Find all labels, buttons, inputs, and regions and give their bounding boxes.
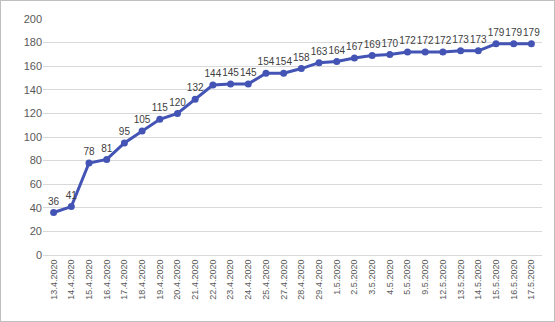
svg-text:22.4.2020: 22.4.2020 xyxy=(208,260,218,300)
svg-text:0: 0 xyxy=(36,249,42,261)
svg-text:180: 180 xyxy=(24,36,42,48)
svg-text:105: 105 xyxy=(134,114,151,125)
svg-text:172: 172 xyxy=(435,35,452,46)
svg-text:3.5.2020: 3.5.2020 xyxy=(367,260,377,295)
svg-text:14.5.2020: 14.5.2020 xyxy=(473,260,483,300)
svg-text:5.5.2020: 5.5.2020 xyxy=(402,260,412,295)
svg-text:100: 100 xyxy=(24,131,42,143)
svg-text:27.4.2020: 27.4.2020 xyxy=(279,260,289,300)
svg-text:12.5.2020: 12.5.2020 xyxy=(438,260,448,300)
svg-text:169: 169 xyxy=(364,39,381,50)
svg-text:23.4.2020: 23.4.2020 xyxy=(225,260,235,300)
svg-text:154: 154 xyxy=(275,56,292,67)
svg-text:154: 154 xyxy=(258,56,275,67)
svg-text:15.5.2020: 15.5.2020 xyxy=(491,260,501,300)
svg-text:40: 40 xyxy=(30,202,42,214)
svg-text:173: 173 xyxy=(452,34,469,45)
svg-text:145: 145 xyxy=(240,67,257,78)
svg-text:36: 36 xyxy=(48,196,60,207)
svg-text:17.4.2020: 17.4.2020 xyxy=(119,260,129,300)
svg-text:24.4.2020: 24.4.2020 xyxy=(243,260,253,300)
svg-text:1.5.2020: 1.5.2020 xyxy=(332,260,342,295)
svg-text:115: 115 xyxy=(152,102,168,113)
svg-text:21.4.2020: 21.4.2020 xyxy=(190,260,200,300)
svg-text:13.5.2020: 13.5.2020 xyxy=(456,260,466,300)
svg-text:172: 172 xyxy=(417,35,434,46)
svg-text:80: 80 xyxy=(30,154,42,166)
svg-text:140: 140 xyxy=(24,84,42,96)
svg-text:160: 160 xyxy=(24,60,42,72)
svg-text:145: 145 xyxy=(222,67,239,78)
svg-text:172: 172 xyxy=(399,35,416,46)
svg-text:4.5.2020: 4.5.2020 xyxy=(385,260,395,295)
svg-text:158: 158 xyxy=(293,52,310,63)
svg-text:17.5.2020: 17.5.2020 xyxy=(526,260,536,300)
svg-text:144: 144 xyxy=(205,68,222,79)
svg-text:78: 78 xyxy=(83,146,95,157)
svg-text:14.4.2020: 14.4.2020 xyxy=(66,260,76,300)
svg-text:173: 173 xyxy=(470,34,487,45)
svg-text:41: 41 xyxy=(66,190,78,201)
svg-text:163: 163 xyxy=(311,46,328,57)
svg-text:200: 200 xyxy=(24,13,42,25)
svg-text:9.5.2020: 9.5.2020 xyxy=(420,260,430,295)
svg-text:179: 179 xyxy=(505,27,522,38)
svg-text:20.4.2020: 20.4.2020 xyxy=(172,260,182,300)
svg-text:95: 95 xyxy=(119,126,131,137)
svg-text:179: 179 xyxy=(523,27,540,38)
svg-text:60: 60 xyxy=(30,178,42,190)
svg-text:170: 170 xyxy=(381,38,398,49)
svg-text:28.4.2020: 28.4.2020 xyxy=(296,260,306,300)
svg-text:164: 164 xyxy=(328,45,345,56)
svg-text:25.4.2020: 25.4.2020 xyxy=(261,260,271,300)
svg-text:20: 20 xyxy=(30,225,42,237)
svg-text:16.4.2020: 16.4.2020 xyxy=(102,260,112,300)
svg-text:29.4.2020: 29.4.2020 xyxy=(314,260,324,300)
svg-text:81: 81 xyxy=(101,143,113,154)
svg-text:19.4.2020: 19.4.2020 xyxy=(155,260,165,300)
svg-text:15.4.2020: 15.4.2020 xyxy=(84,260,94,300)
svg-text:167: 167 xyxy=(346,41,363,52)
svg-text:18.4.2020: 18.4.2020 xyxy=(137,260,147,300)
svg-text:13.4.2020: 13.4.2020 xyxy=(49,260,59,300)
svg-text:132: 132 xyxy=(187,82,204,93)
svg-text:179: 179 xyxy=(488,27,505,38)
svg-text:120: 120 xyxy=(24,107,42,119)
svg-text:16.5.2020: 16.5.2020 xyxy=(509,260,519,300)
svg-text:2.5.2020: 2.5.2020 xyxy=(349,260,359,295)
svg-text:120: 120 xyxy=(169,97,186,108)
